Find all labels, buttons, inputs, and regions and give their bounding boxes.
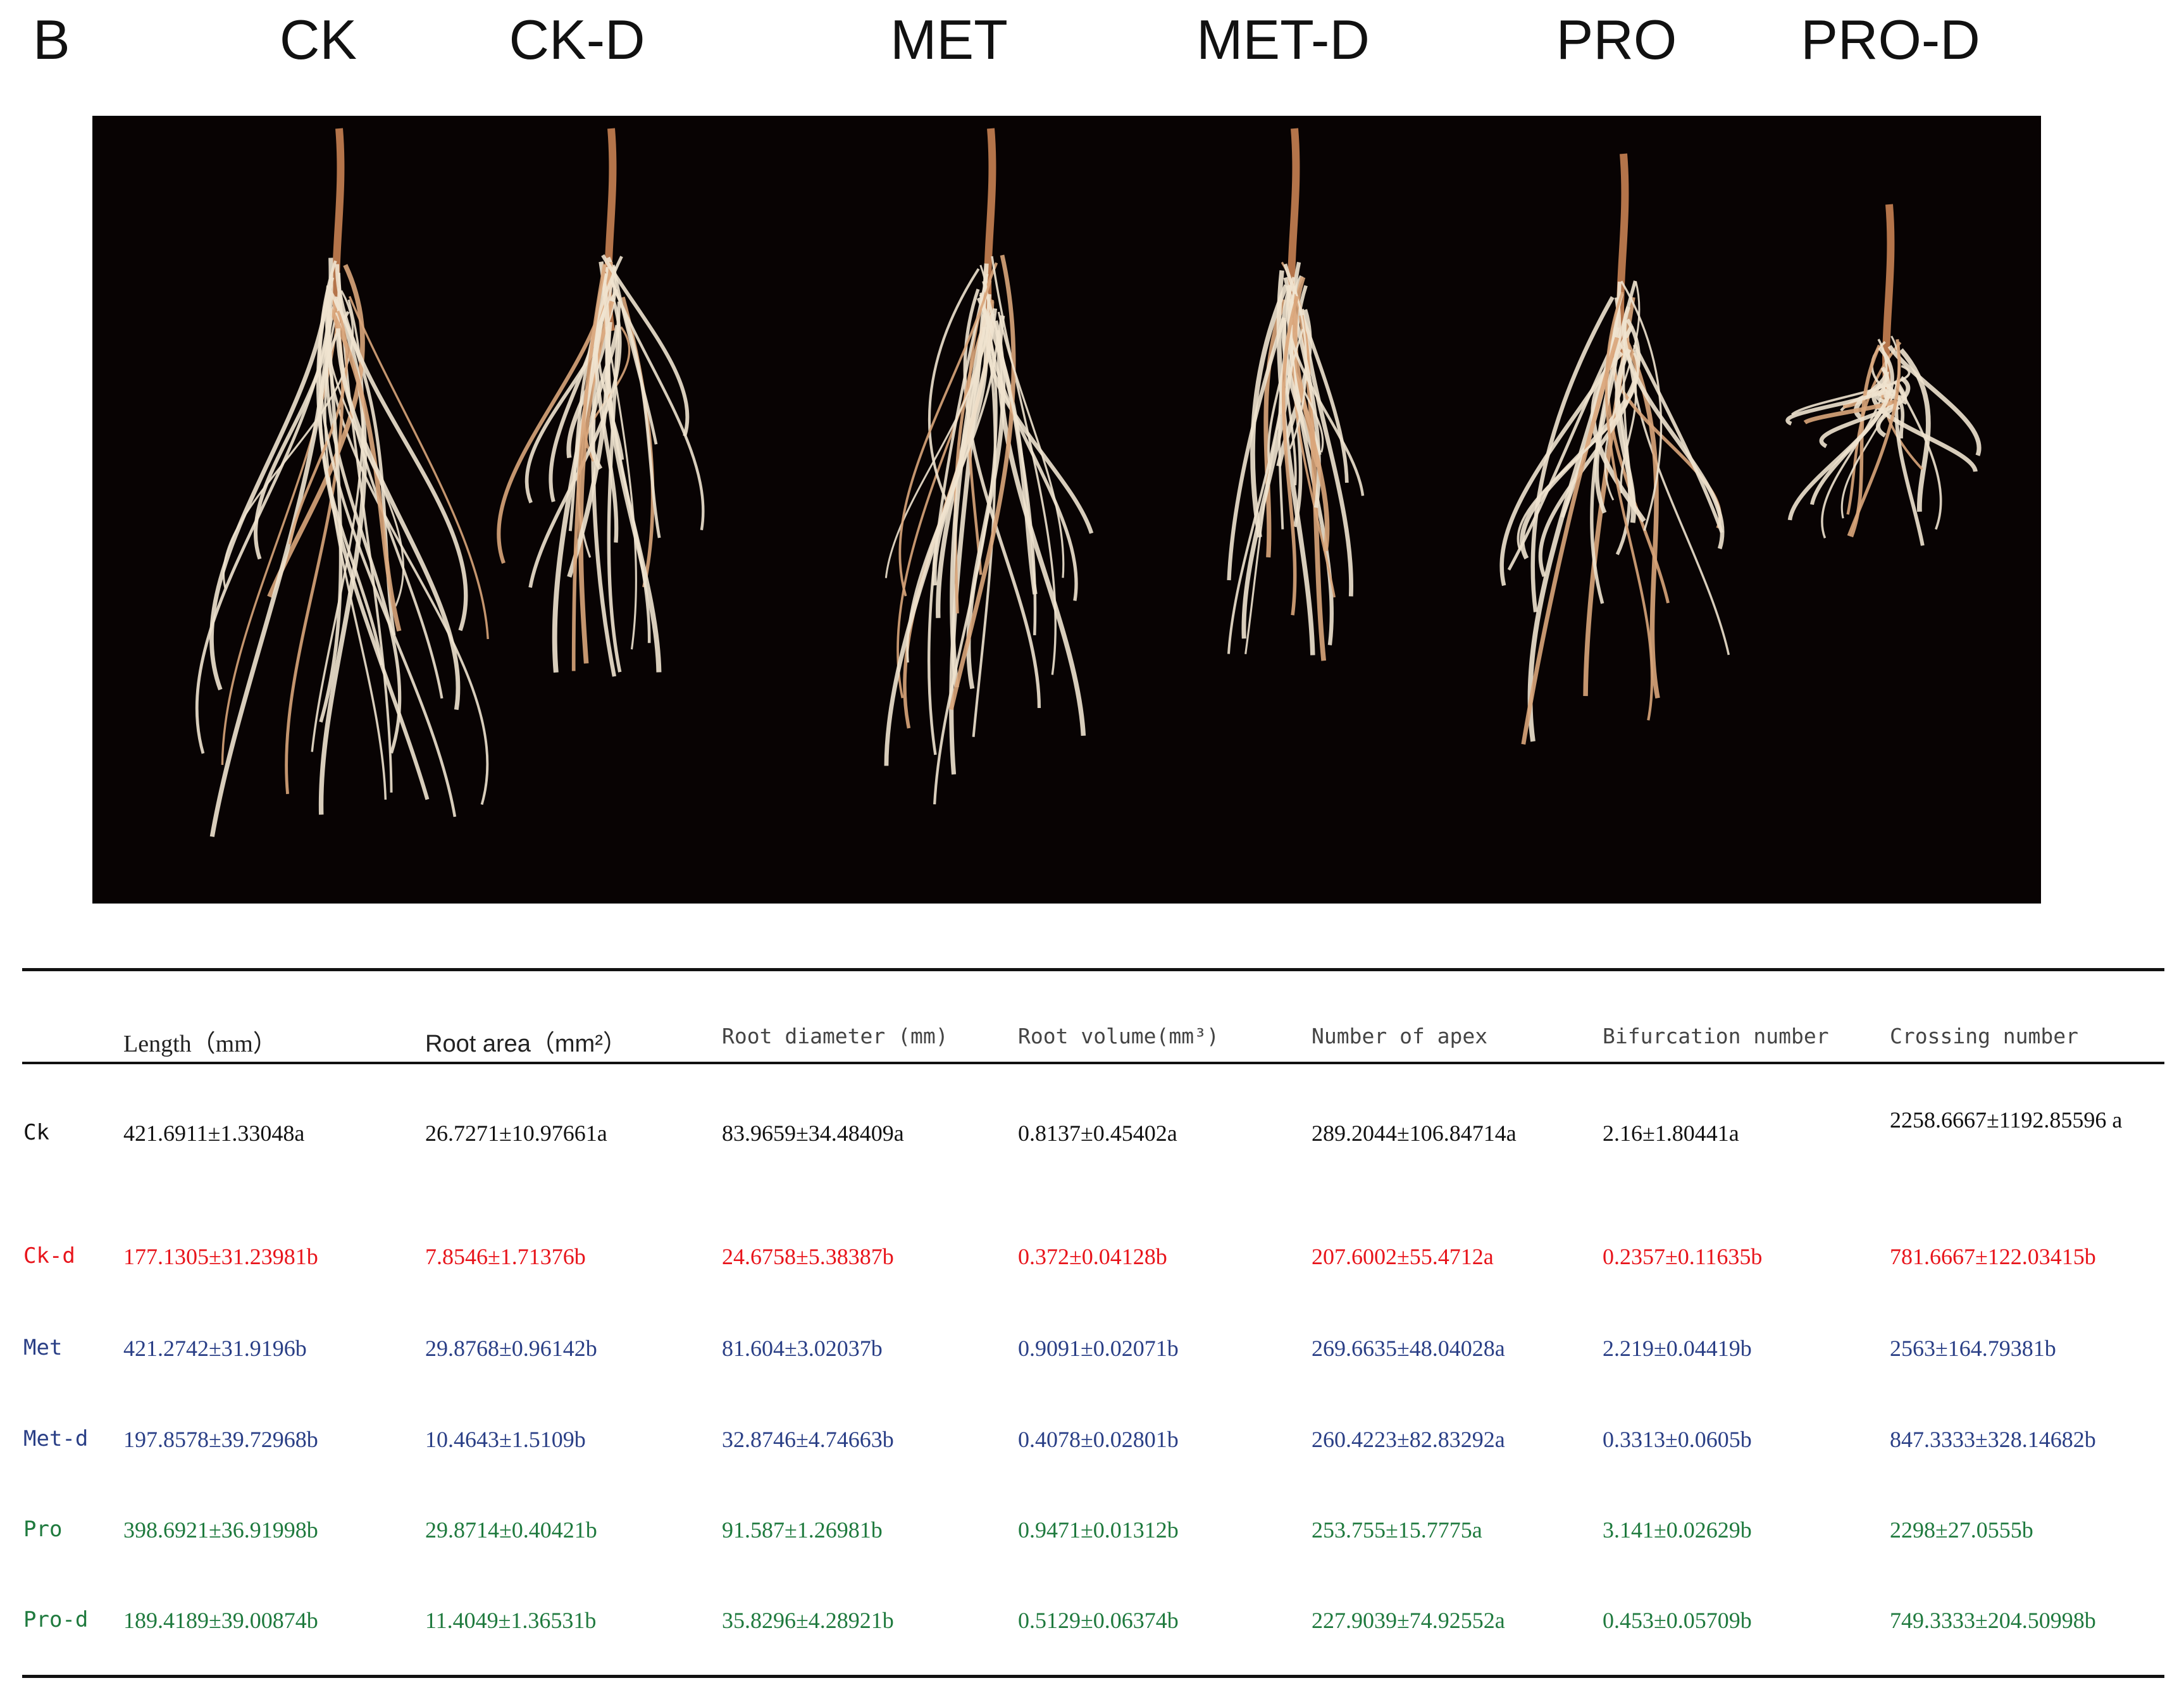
table-cell: 7.8546±1.71376b xyxy=(425,1244,586,1269)
treatment-label-pro-d: PRO-D xyxy=(1801,8,1980,71)
table-bottom-rule xyxy=(22,1675,2164,1678)
table-cell: 83.9659±34.48409a xyxy=(722,1121,904,1146)
table-cell: 749.3333±204.50998b xyxy=(1890,1608,2096,1633)
table-cell: 269.6635±48.04028a xyxy=(1312,1336,1505,1361)
table-cell: 91.587±1.26981b xyxy=(722,1517,883,1543)
table-cell: 29.8768±0.96142b xyxy=(425,1336,597,1361)
root-system-1 xyxy=(195,128,489,837)
header-length: Length（mm） xyxy=(123,1031,277,1057)
table-cell: 32.8746±4.74663b xyxy=(722,1427,894,1452)
table-cell: 0.2357±0.11635b xyxy=(1603,1244,1763,1269)
header-root-area: Root area（mm²） xyxy=(425,1031,627,1057)
row-label-met: Met xyxy=(23,1335,63,1360)
header-crossing-number: Crossing number xyxy=(1890,1024,2079,1048)
table-cell: 0.3313±0.0605b xyxy=(1603,1427,1752,1452)
table-cell: 29.8714±0.40421b xyxy=(425,1517,597,1543)
table-cell: 35.8296±4.28921b xyxy=(722,1608,894,1633)
table-cell: 227.9039±74.92552a xyxy=(1312,1608,1505,1633)
table-cell: 0.8137±0.45402a xyxy=(1018,1121,1177,1146)
table-top-rule xyxy=(22,968,2164,971)
table-cell: 2258.6667±1192.85596 a xyxy=(1890,1107,2123,1133)
table-cell: 260.4223±82.83292a xyxy=(1312,1427,1505,1452)
table-cell: 421.6911±1.33048a xyxy=(123,1121,305,1146)
table-cell: 2.16±1.80441a xyxy=(1603,1121,1739,1146)
treatment-label-ck-d: CK-D xyxy=(509,8,645,71)
table-cell: 177.1305±31.23981b xyxy=(123,1244,318,1269)
root-photograph xyxy=(92,116,2041,904)
panel-letter: B xyxy=(33,8,70,71)
table-cell: 81.604±3.02037b xyxy=(722,1336,883,1361)
table-cell: 3.141±0.02629b xyxy=(1603,1517,1752,1543)
table-header-rule xyxy=(22,1062,2164,1064)
root-system-2 xyxy=(497,128,705,677)
root-system-3 xyxy=(884,128,1094,805)
table-cell: 197.8578±39.72968b xyxy=(123,1427,318,1452)
row-label-ck: Ck xyxy=(23,1120,49,1145)
table-cell: 189.4189±39.00874b xyxy=(123,1608,318,1633)
table-cell: 781.6667±122.03415b xyxy=(1890,1244,2096,1269)
root-system-6 xyxy=(1785,204,1982,546)
header-root-diameter: Root diameter (mm) xyxy=(722,1024,948,1048)
root-photograph-svg xyxy=(195,128,1982,837)
root-system-5 xyxy=(1499,153,1730,745)
table-cell: 398.6921±36.91998b xyxy=(123,1517,318,1543)
table-cell: 10.4643±1.5109b xyxy=(425,1427,586,1452)
table-cell: 2.219±0.04419b xyxy=(1603,1336,1752,1361)
row-label-pro: Pro xyxy=(23,1517,63,1542)
table-cell: 253.755±15.7775a xyxy=(1312,1517,1482,1543)
treatment-label-met: MET xyxy=(890,8,1008,71)
treatment-label-ck: CK xyxy=(279,8,357,71)
table-cell: 0.9091±0.02071b xyxy=(1018,1336,1179,1361)
table-cell: 0.5129±0.06374b xyxy=(1018,1608,1179,1633)
table-cell: 2563±164.79381b xyxy=(1890,1336,2056,1361)
table-cell: 0.9471±0.01312b xyxy=(1018,1517,1179,1543)
table-cell: 26.7271±10.97661a xyxy=(425,1121,607,1146)
table-cell: 0.453±0.05709b xyxy=(1603,1608,1752,1633)
treatment-label-met-d: MET-D xyxy=(1196,8,1370,71)
table-cell: 2298±27.0555b xyxy=(1890,1517,2033,1543)
row-label-pro-d: Pro-d xyxy=(23,1607,89,1632)
header-number-of-apex: Number of apex xyxy=(1312,1024,1488,1048)
treatment-label-pro: PRO xyxy=(1556,8,1677,71)
row-label-met-d: Met-d xyxy=(23,1426,89,1451)
root-system-4 xyxy=(1227,128,1365,661)
table-cell: 289.2044±106.84714a xyxy=(1312,1121,1517,1146)
table-cell: 421.2742±31.9196b xyxy=(123,1336,307,1361)
header-bifurcation-number: Bifurcation number xyxy=(1603,1024,1829,1048)
table-cell: 0.372±0.04128b xyxy=(1018,1244,1167,1269)
row-label-ck-d: Ck-d xyxy=(23,1243,75,1269)
table-cell: 11.4049±1.36531b xyxy=(425,1608,597,1633)
table-cell: 0.4078±0.02801b xyxy=(1018,1427,1179,1452)
table-cell: 24.6758±5.38387b xyxy=(722,1244,894,1269)
table-cell: 207.6002±55.4712a xyxy=(1312,1244,1494,1269)
table-cell: 847.3333±328.14682b xyxy=(1890,1427,2096,1452)
header-root-volume: Root volume(mm³) xyxy=(1018,1024,1219,1048)
